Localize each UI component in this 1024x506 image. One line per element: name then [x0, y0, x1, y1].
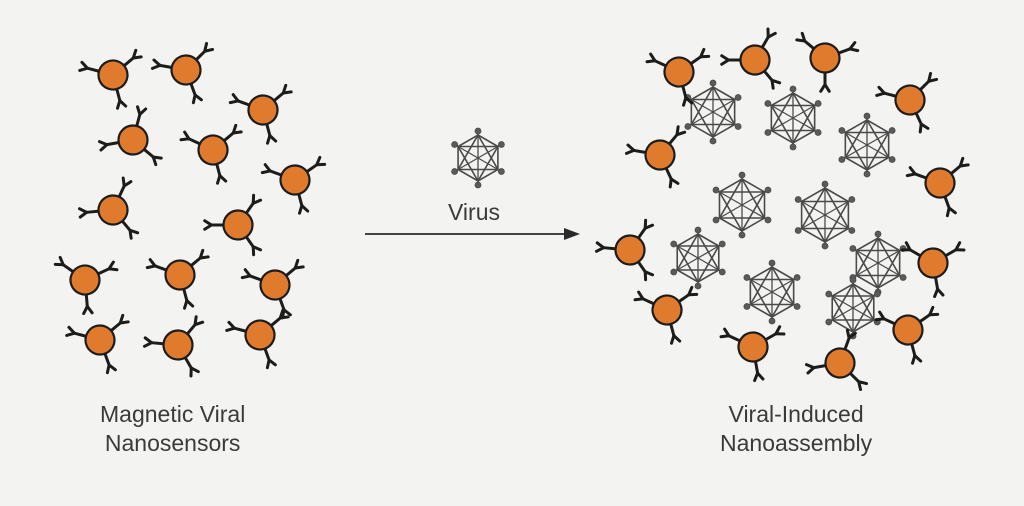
nanosensor-right-4 [620, 110, 702, 190]
nanosensor-right-10 [804, 324, 875, 390]
nanosensor-right-1 [718, 22, 789, 89]
nanosensor-right-6 [594, 216, 657, 280]
virus-cluster-5 [671, 227, 725, 289]
nanosensor-left-1 [149, 24, 231, 105]
nanosensor-left-11 [59, 295, 141, 375]
nanosensor-right-2 [781, 14, 861, 95]
virus-cluster-1 [765, 86, 821, 150]
label-right: Viral-Induced Nanoassembly [720, 400, 872, 458]
nanosensor-left-4 [171, 109, 244, 185]
nanosensor-right-7 [891, 216, 975, 300]
virus-cluster-0 [685, 80, 741, 144]
nanosensor-left-6 [76, 169, 151, 239]
reaction-arrow [365, 228, 580, 240]
virus-cluster-6 [850, 231, 906, 295]
nanosensor-left-10 [235, 248, 305, 320]
nanosensor-left-0 [71, 34, 144, 110]
nanosensor-left-13 [218, 292, 297, 370]
virus-cluster-2 [839, 113, 895, 177]
virus-cluster-4 [795, 181, 855, 249]
nanosensor-right-11 [866, 288, 944, 366]
diagram-canvas: Magnetic Viral Nanosensors Viral-Induced … [0, 0, 1024, 506]
nanosensor-left-3 [99, 107, 161, 165]
nanosensor-left-12 [142, 313, 203, 377]
virus-center [452, 128, 505, 188]
nanosensor-left-2 [224, 76, 292, 145]
nanosensor-right-9 [710, 302, 793, 384]
nanosensor-right-5 [900, 146, 970, 218]
nanosensor-left-8 [202, 191, 265, 255]
nanosensor-right-0 [637, 30, 715, 108]
nanosensor-left-7 [42, 240, 120, 318]
label-left: Magnetic Viral Nanosensors [100, 400, 245, 458]
nanosensor-right-8 [625, 271, 698, 346]
nanosensor-right-3 [869, 59, 945, 135]
label-virus: Virus [448, 198, 500, 227]
nanosensor-left-5 [253, 136, 334, 217]
nanosensor-left-9 [140, 228, 224, 311]
virus-cluster-7 [744, 260, 800, 324]
virus-cluster-3 [713, 172, 771, 238]
virus-cluster-8 [826, 277, 880, 339]
